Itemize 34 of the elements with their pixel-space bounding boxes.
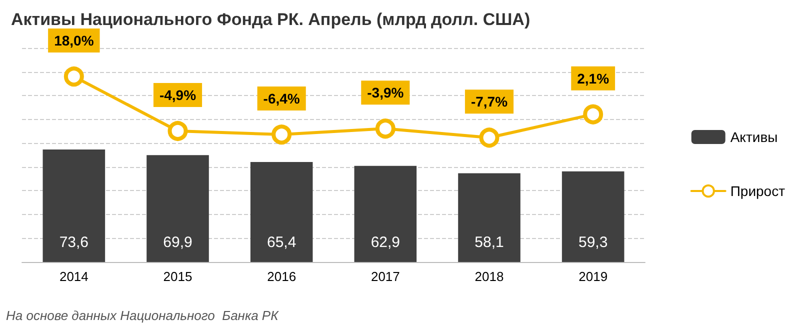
data-label: -6,4% <box>263 90 300 107</box>
chart-title: Активы Национального Фонда РК. Апрель (млрд долл. США) <box>11 10 530 29</box>
x-tick-label: 2014 <box>59 269 88 284</box>
data-label: -4,9% <box>159 86 197 103</box>
data-label: 2,1% <box>577 70 610 86</box>
legend-label: Активы <box>730 129 778 145</box>
point <box>583 104 604 124</box>
point <box>479 128 500 148</box>
bar <box>354 166 417 262</box>
legend-label: Прирост <box>730 183 786 199</box>
data-label: 73,6 <box>59 234 89 251</box>
x-tick-label: 2018 <box>474 269 504 284</box>
point <box>168 120 188 141</box>
data-label: 69,9 <box>163 234 192 251</box>
data-label: 18,0% <box>54 32 94 49</box>
bar <box>146 155 209 262</box>
point <box>375 118 396 139</box>
x-tick-label: 2017 <box>370 269 400 284</box>
bar <box>42 149 106 262</box>
data-label: -7,7% <box>470 94 508 110</box>
data-label: 62,9 <box>370 234 400 251</box>
point <box>64 66 84 87</box>
data-label: -3,9% <box>367 84 404 101</box>
text: На основе данных Национального Банка РК <box>6 308 280 323</box>
x-tick-label: 2016 <box>267 269 296 284</box>
point <box>272 124 292 145</box>
bar <box>562 171 624 262</box>
bar <box>458 173 520 262</box>
x-tick-label: 2015 <box>163 269 192 284</box>
data-label: 59,3 <box>578 234 608 251</box>
x-tick-label: 2019 <box>578 269 608 284</box>
data-label: 65,4 <box>266 234 296 251</box>
data-label: 58,1 <box>474 234 504 251</box>
bar <box>250 162 313 262</box>
